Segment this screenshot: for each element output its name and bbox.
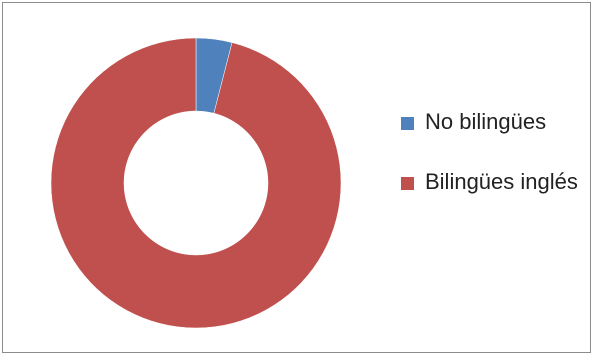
legend-label-no-bilingues: No bilingües — [425, 109, 547, 134]
legend-swatch-no-bilingues — [401, 117, 414, 130]
legend-item-bilingues-ingles: Bilingües inglés — [401, 167, 585, 197]
legend-label-bilingues-ingles: Bilingües inglés — [425, 169, 578, 194]
donut-slice-bilingues-ingles — [50, 37, 342, 329]
legend-item-no-bilingues: No bilingües — [401, 107, 585, 137]
legend: No bilingües Bilingües inglés — [401, 107, 585, 197]
legend-swatch-bilingues-ingles — [401, 177, 414, 190]
chart-frame: No bilingües Bilingües inglés — [2, 2, 591, 353]
donut-chart — [50, 37, 342, 329]
